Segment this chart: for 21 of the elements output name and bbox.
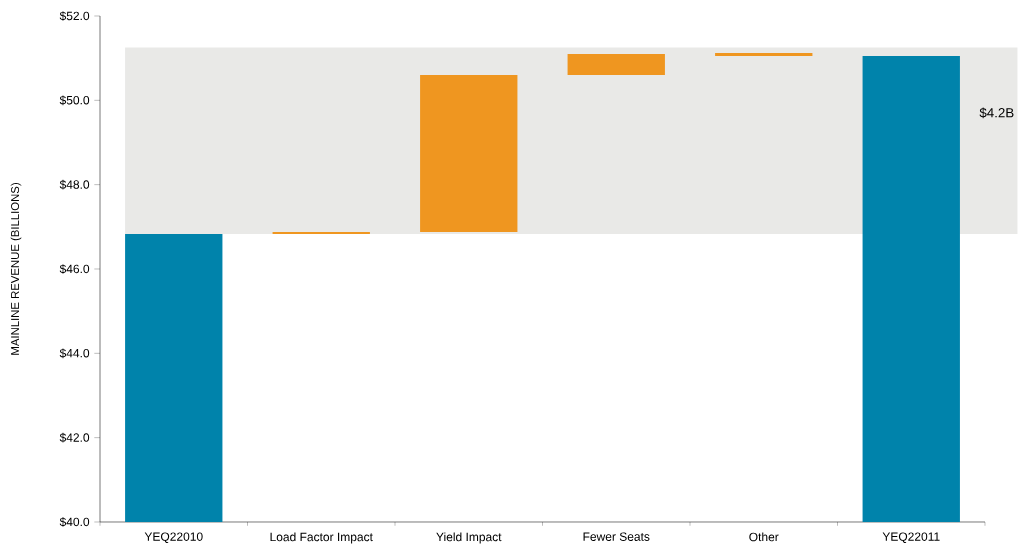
- bar: [125, 233, 223, 522]
- y-tick-label: $42.0: [59, 432, 90, 443]
- bar: [272, 231, 370, 234]
- y-tick-label: $46.0: [59, 264, 90, 274]
- x-tick-label: YEQ22011: [882, 532, 940, 544]
- bar: [567, 53, 665, 76]
- y-tick-label: $44.0: [59, 348, 90, 359]
- y-tick-label: $50.0: [59, 95, 90, 106]
- bar: [862, 56, 960, 522]
- y-tick-label: $40.0: [59, 517, 90, 527]
- x-tick-label: Fewer Seats: [583, 532, 650, 541]
- x-tick-label: Load Factor Impact: [270, 532, 373, 544]
- bar: [715, 53, 813, 57]
- y-axis-title: MAINLINE REVENUE (BILLIONS): [10, 183, 22, 355]
- bar: [420, 75, 518, 232]
- x-tick-label: Other: [749, 532, 779, 542]
- x-tick-label: Yield Impact: [436, 532, 502, 544]
- y-tick-label: $52.0: [59, 11, 90, 21]
- x-tick-label: YEQ22010: [144, 532, 203, 544]
- band-label: $4.2B: [979, 107, 1014, 119]
- y-tick-label: $48.0: [59, 179, 90, 190]
